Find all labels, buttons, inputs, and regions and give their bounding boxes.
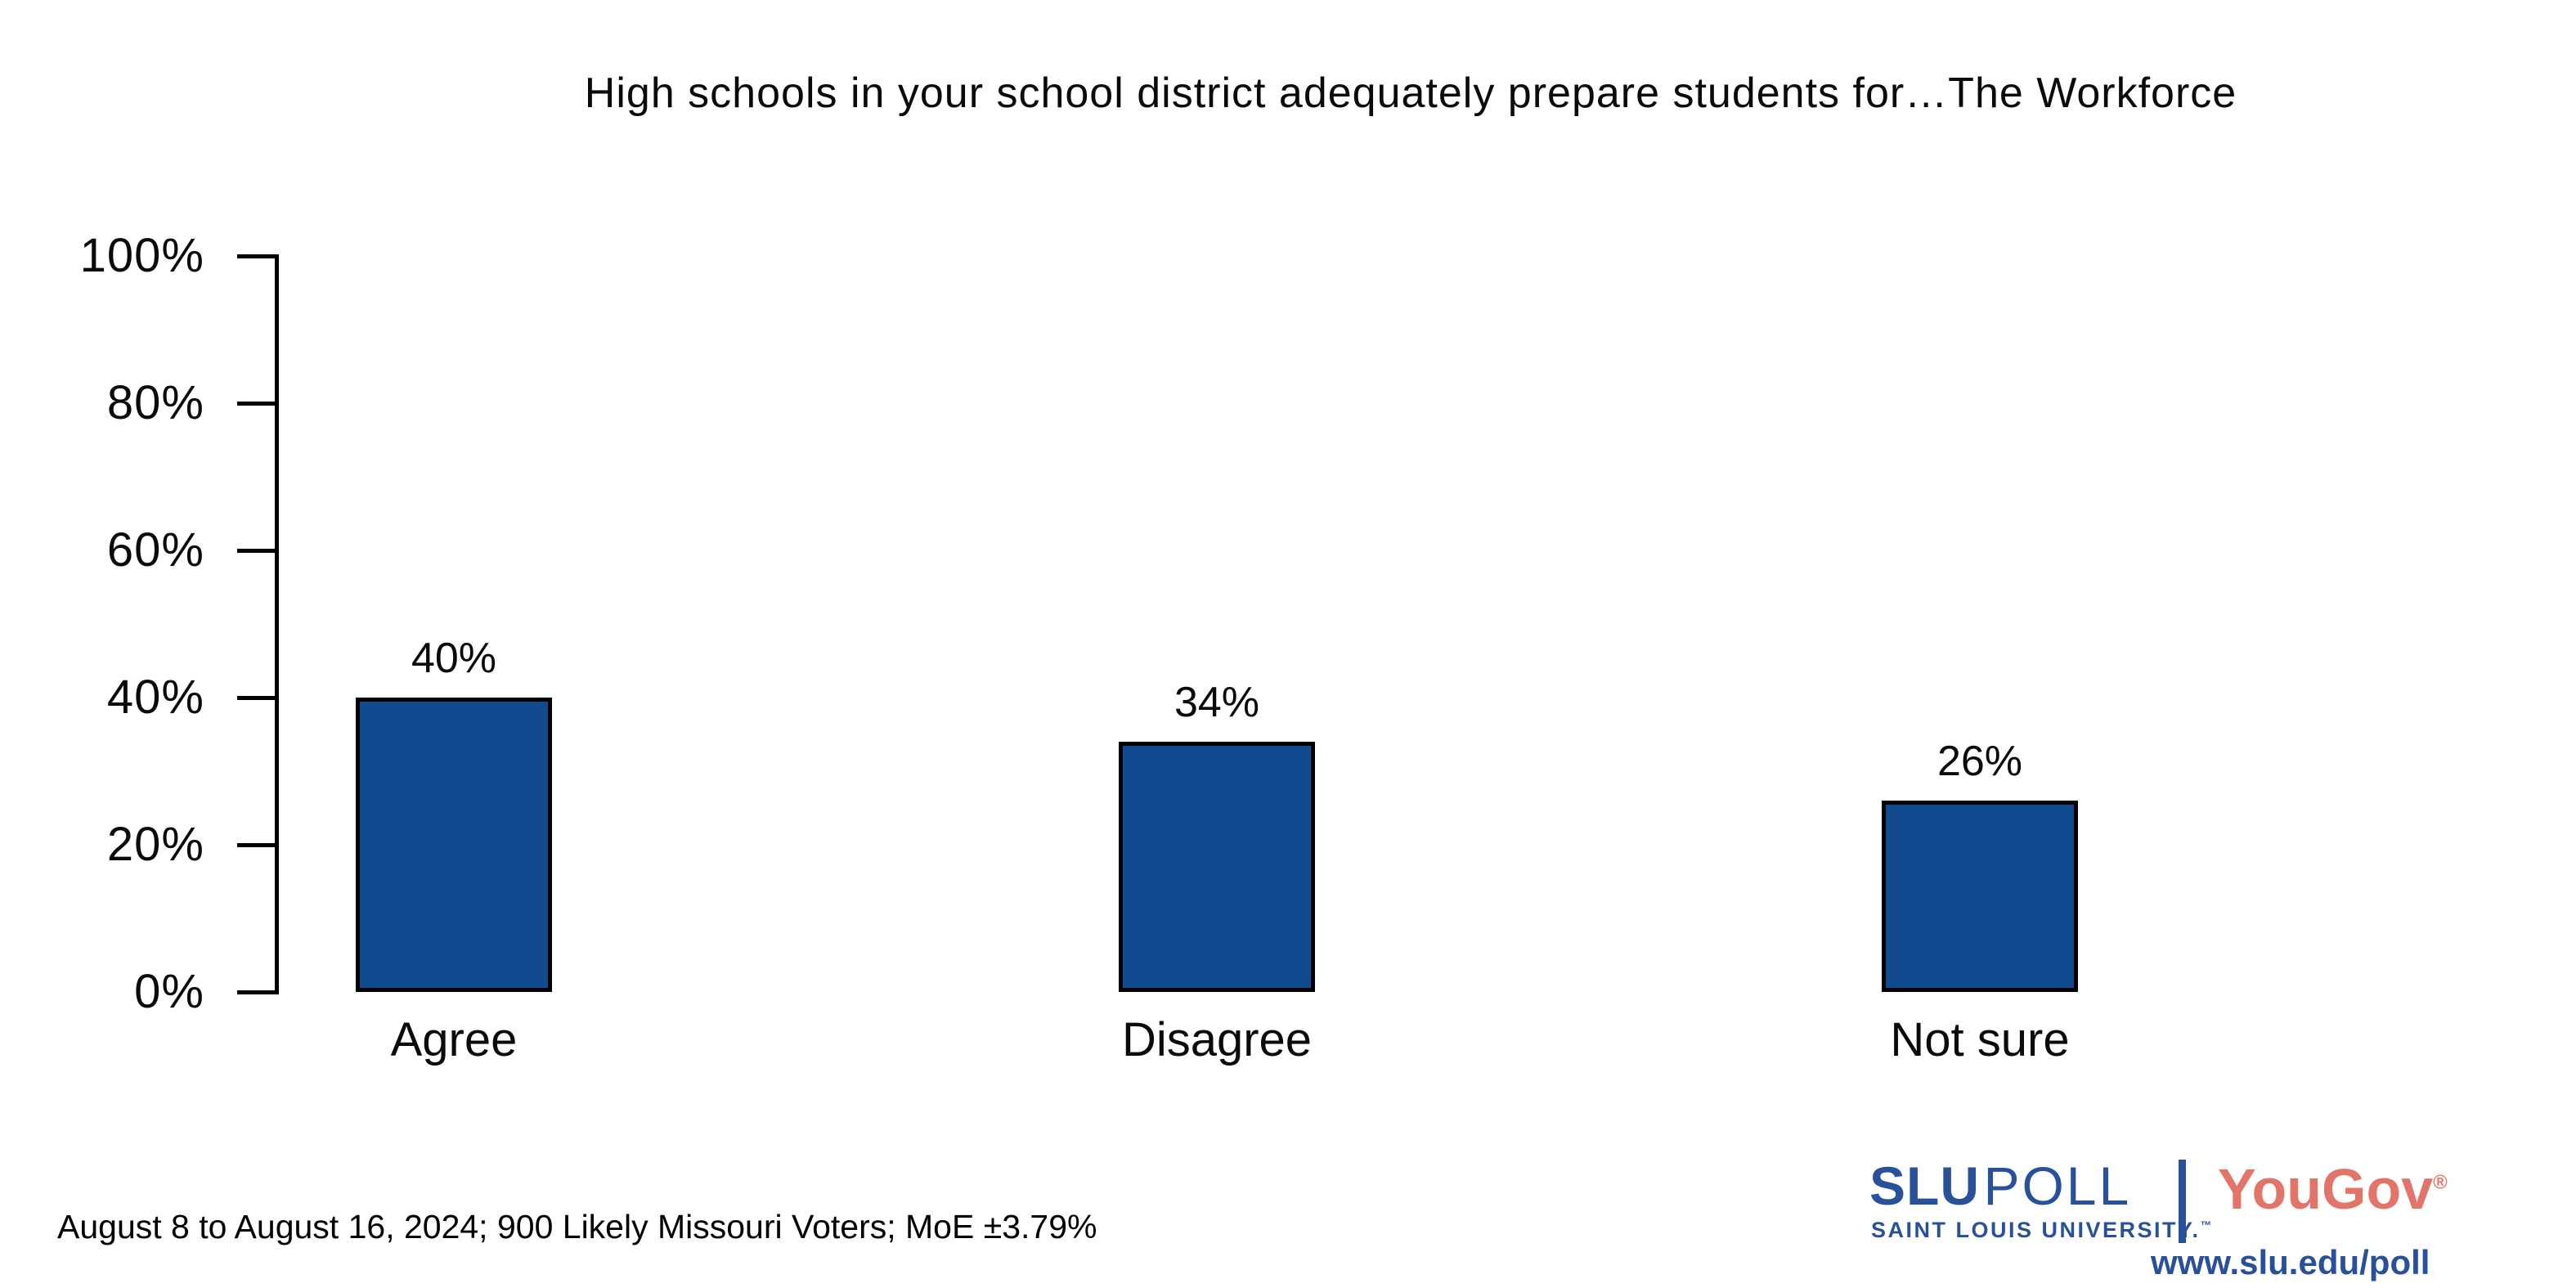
registered-symbol: ® bbox=[2433, 1171, 2448, 1194]
poll-logo-text: POLL bbox=[1983, 1156, 2132, 1216]
x-axis-label-disagree: Disagree bbox=[1121, 1013, 1313, 1066]
slu-subtitle-text: SAINT LOUIS UNIVERSITY. bbox=[1871, 1218, 2201, 1242]
y-axis-tick-label: 100% bbox=[79, 229, 204, 282]
y-axis-tick bbox=[237, 696, 275, 700]
y-axis-tick-label: 80% bbox=[106, 376, 204, 429]
y-axis-tick bbox=[237, 990, 275, 994]
y-axis-tick bbox=[237, 402, 275, 406]
bar-value-label-agree: 40% bbox=[411, 635, 497, 682]
yougov-logo: YouGov® bbox=[2218, 1156, 2448, 1222]
y-axis-tick bbox=[237, 254, 275, 258]
y-axis-tick-label: 60% bbox=[106, 523, 204, 577]
slu-poll-url: www.slu.edu/poll bbox=[2151, 1243, 2430, 1281]
y-axis-tick-label: 20% bbox=[106, 818, 204, 871]
bar-value-label-disagree: 34% bbox=[1174, 679, 1260, 726]
y-axis-line bbox=[275, 254, 279, 994]
bar-not-sure bbox=[1882, 801, 2078, 992]
chart-title: High schools in your school district ade… bbox=[584, 70, 2237, 117]
y-axis-tick-label: 0% bbox=[134, 965, 204, 1018]
bar-disagree bbox=[1119, 742, 1315, 992]
trademark-symbol: ™ bbox=[2200, 1218, 2215, 1232]
slu-poll-logo: SLU POLL bbox=[1869, 1155, 2131, 1217]
x-axis-label-agree: Agree bbox=[390, 1013, 518, 1066]
slu-logo-subtitle: SAINT LOUIS UNIVERSITY.™ bbox=[1871, 1218, 2214, 1243]
yougov-logo-text: YouGov bbox=[2218, 1157, 2434, 1221]
bar-agree bbox=[356, 698, 552, 992]
bar-value-label-not-sure: 26% bbox=[1936, 738, 2023, 785]
slu-logo-text: SLU bbox=[1869, 1156, 1980, 1216]
y-axis-tick bbox=[237, 843, 275, 847]
y-axis-tick bbox=[237, 549, 275, 553]
x-axis-label-not-sure: Not sure bbox=[1890, 1013, 2070, 1066]
y-axis-tick-label: 40% bbox=[106, 671, 204, 724]
brand-separator-bar bbox=[2179, 1160, 2186, 1243]
methodology-note: August 8 to August 16, 2024; 900 Likely … bbox=[57, 1208, 1097, 1245]
